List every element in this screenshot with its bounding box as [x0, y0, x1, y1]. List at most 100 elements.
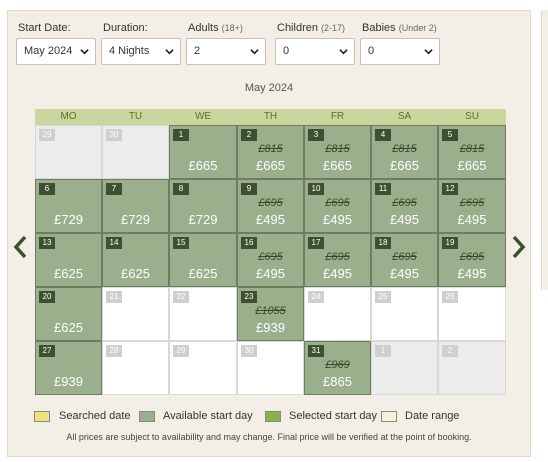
day-number: 28 — [106, 345, 122, 357]
next-month-arrow-icon[interactable] — [512, 235, 526, 259]
original-price: £695 — [459, 251, 485, 263]
price: £495 — [323, 266, 352, 281]
legend-range-swatch — [381, 411, 397, 422]
calendar-day-cell: 22 — [169, 287, 237, 341]
legend-searched-swatch — [34, 411, 50, 422]
day-number: 15 — [173, 237, 189, 249]
day-number: 22 — [173, 291, 189, 303]
calendar-day-cell: 30 — [102, 125, 169, 179]
day-number: 30 — [241, 345, 257, 357]
calendar-day-cell[interactable]: 7 £729 — [102, 179, 169, 233]
day-number: 11 — [375, 183, 391, 195]
original-price: £695 — [459, 197, 485, 209]
calendar-day-cell[interactable]: 23 £1055 £939 — [237, 287, 304, 341]
calendar-day-cell[interactable]: 6 £729 — [35, 179, 102, 233]
day-number: 3 — [308, 129, 324, 141]
price: £495 — [256, 212, 285, 227]
start-date-select[interactable]: May 2024 — [16, 38, 96, 65]
price: £495 — [457, 266, 487, 281]
day-number: 26 — [442, 291, 458, 303]
calendar-day-cell[interactable]: 17 £695 £495 — [304, 233, 371, 287]
calendar-day-cell[interactable]: 3 £815 £665 — [304, 125, 371, 179]
calendar-day-cell[interactable]: 19 £695 £495 — [438, 233, 506, 287]
duration-select[interactable]: 4 Nights — [101, 38, 181, 65]
price: £939 — [256, 320, 285, 335]
day-number: 24 — [308, 291, 324, 303]
day-number: 8 — [173, 183, 189, 195]
calendar-day-cell[interactable]: 8 £729 — [169, 179, 237, 233]
calendar-day-cell[interactable]: 5 £815 £665 — [438, 125, 506, 179]
day-number: 7 — [106, 183, 122, 195]
price: £625 — [54, 320, 83, 335]
calendar-day-cell[interactable]: 14 £625 — [102, 233, 169, 287]
day-number: 1 — [375, 345, 391, 357]
day-number: 10 — [308, 183, 324, 195]
chevron-down-icon — [80, 49, 89, 55]
original-price: £1055 — [255, 305, 286, 317]
original-price: £695 — [325, 251, 350, 263]
day-number: 29 — [39, 129, 55, 141]
day-number: 19 — [442, 237, 458, 249]
calendar-day-cell[interactable]: 15 £625 — [169, 233, 237, 287]
chevron-down-icon — [339, 49, 348, 55]
day-number: 9 — [241, 183, 257, 195]
price: £665 — [323, 158, 352, 173]
calendar-day-cell[interactable]: 18 £695 £495 — [371, 233, 438, 287]
day-number: 4 — [375, 129, 391, 141]
price: £665 — [457, 158, 487, 173]
weekday-header: SU — [438, 109, 506, 125]
calendar-day-cell[interactable]: 20 £625 — [35, 287, 102, 341]
price: £729 — [121, 212, 150, 227]
day-number: 21 — [106, 291, 122, 303]
calendar-day-cell[interactable]: 1 £665 — [169, 125, 237, 179]
day-number: 31 — [308, 345, 324, 357]
chevron-down-icon — [165, 49, 174, 55]
adults-value: 2 — [194, 45, 201, 57]
calendar-day-cell[interactable]: 11 £695 £495 — [371, 179, 438, 233]
duration-value: 4 Nights — [109, 45, 150, 57]
day-number: 30 — [106, 129, 122, 141]
calendar-day-cell[interactable]: 16 £695 £495 — [237, 233, 304, 287]
babies-select[interactable]: 0 — [360, 38, 440, 65]
day-number: 14 — [106, 237, 122, 249]
weekday-header: FR — [304, 109, 371, 125]
calendar-day-cell[interactable]: 12 £695 £495 — [438, 179, 506, 233]
children-value: 0 — [283, 45, 290, 57]
calendar-day-cell[interactable]: 31 £969 £865 — [304, 341, 371, 395]
price: £665 — [188, 158, 218, 173]
legend-searched-label: Searched date — [59, 410, 131, 422]
calendar-day-cell[interactable]: 10 £695 £495 — [304, 179, 371, 233]
calendar-day-cell: 28 — [102, 341, 169, 395]
day-number: 18 — [375, 237, 391, 249]
price: £625 — [188, 266, 218, 281]
calendar-day-cell[interactable]: 9 £695 £495 — [237, 179, 304, 233]
original-price: £815 — [392, 143, 417, 155]
day-number: 29 — [173, 345, 189, 357]
prev-month-arrow-icon[interactable] — [13, 235, 27, 259]
day-number: 2 — [241, 129, 257, 141]
original-price: £815 — [459, 143, 485, 155]
adults-label: Adults (18+) — [188, 22, 243, 34]
day-number: 17 — [308, 237, 324, 249]
day-number: 12 — [442, 183, 458, 195]
adults-select[interactable]: 2 — [186, 38, 266, 65]
calendar-day-cell[interactable]: 13 £625 — [35, 233, 102, 287]
calendar-day-cell[interactable]: 4 £815 £665 — [371, 125, 438, 179]
legend-available-swatch — [139, 411, 155, 422]
calendar-day-cell: 21 — [102, 287, 169, 341]
original-price: £815 — [325, 143, 350, 155]
original-price: £695 — [258, 197, 283, 209]
calendar-day-cell: 29 — [35, 125, 102, 179]
price: £495 — [457, 212, 487, 227]
original-price: £815 — [258, 143, 283, 155]
calendar-day-cell[interactable]: 2 £815 £665 — [237, 125, 304, 179]
calendar-day-cell[interactable]: 27 £939 — [35, 341, 102, 395]
children-select[interactable]: 0 — [275, 38, 355, 65]
original-price: £969 — [325, 359, 350, 371]
chevron-down-icon — [250, 49, 259, 55]
children-label: Children (2-17) — [277, 22, 346, 34]
legend-range-label: Date range — [405, 410, 460, 422]
day-number: 13 — [39, 237, 55, 249]
calendar-day-cell: 24 — [304, 287, 371, 341]
price: £665 — [390, 158, 419, 173]
